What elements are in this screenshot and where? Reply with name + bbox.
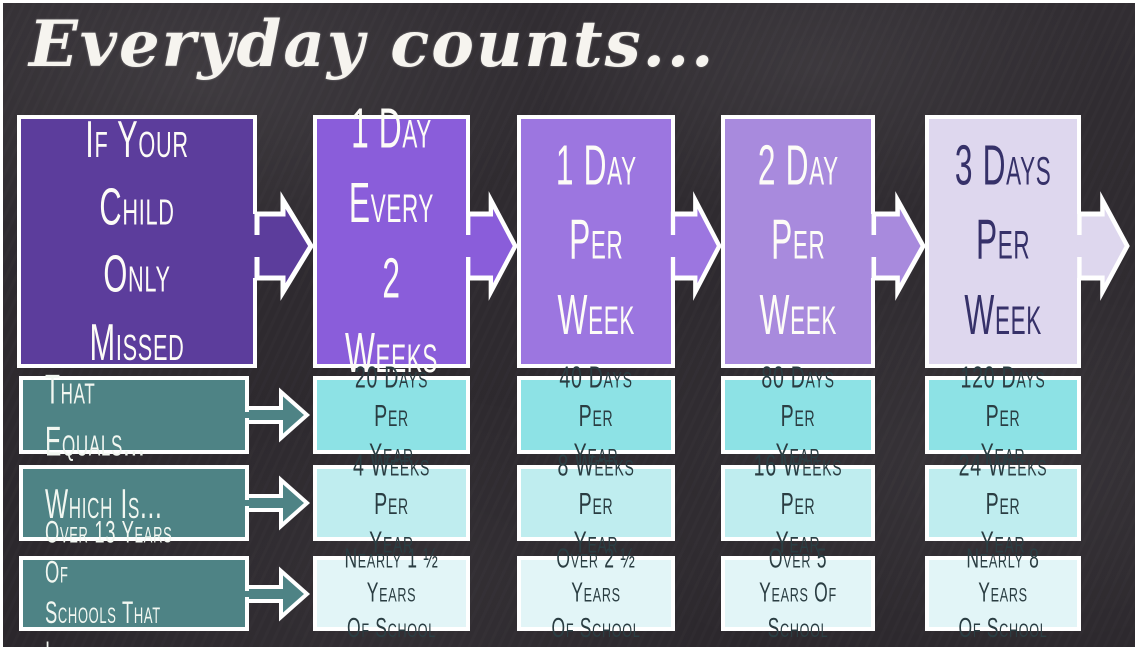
scenario-box-2-label: 1 Day Per Week [555,135,637,348]
years-cell-4-value: Nearly 8 Years Of School [958,543,1048,643]
years-cell-1-value: Nearly 1 ½ Years Of School [344,543,439,643]
days-cell-3-value: 80 Days Per Year [761,359,835,471]
scenario-box-4-label: 3 Days Per Week [954,135,1052,348]
row-header-that-equals-label: That Equals... [45,365,146,465]
scenario-box-2: 1 Day Per Week [517,115,675,368]
weeks-cell-4: 24 Weeks Per Year [925,447,1081,559]
row-header-which-is-label: Which Is... [45,479,163,527]
weeks-cell-1-value: 4 Weeks Per Year [352,447,431,559]
days-cell-2: 40 Days Per Year [517,359,675,471]
days-cell-4: 120 Days Per Year [925,359,1081,471]
scenario-box-1-label: 1 Day Every 2 Weeks [344,97,439,385]
days-cell-2-value: 40 Days Per Year [559,359,633,471]
weeks-cell-3: 16 Weeks Per Year [721,447,875,559]
years-cell-1: Nearly 1 ½ Years Of School [313,543,470,643]
arrow-right-icon [235,387,311,443]
weeks-cell-4-value: 24 Weeks Per Year [958,447,1048,559]
scenario-box-3-label: 2 Day Per Week [757,135,839,348]
years-cell-2-value: Over 2 ½ Years Of School [551,543,641,643]
days-cell-3: 80 Days Per Year [721,359,875,471]
scenario-box-1: 1 Day Every 2 Weeks [313,98,470,385]
weeks-cell-2-value: 8 Weeks Per Year [557,447,635,559]
years-cell-3-value: Over 5 Years Of School [759,543,837,643]
arrow-right-icon [235,566,311,622]
scenario-box-3: 2 Day Per Week [721,115,875,368]
years-cell-3: Over 5 Years Of School [721,543,875,643]
days-cell-4-value: 120 Days Per Year [960,359,1046,471]
intro-box: If Your Child Only Missed [17,111,257,372]
days-cell-1-value: 20 Days Per Year [354,359,429,471]
days-cell-1: 20 Days Per Year [313,359,470,471]
arrow-right-icon [243,191,314,301]
row-header-which-is: Which Is... [19,465,249,541]
scenario-box-4: 3 Days Per Week [925,115,1081,368]
years-cell-2: Over 2 ½ Years Of School [517,543,675,643]
weeks-cell-1: 4 Weeks Per Year [313,447,470,559]
arrow-right-icon [235,475,311,531]
row-header-that-equals: That Equals... [19,366,249,464]
weeks-cell-3-value: 16 Weeks Per Year [753,447,843,559]
row-header-over-13-years-label: Over 13 Years Of Schools That Is... [45,515,173,647]
row-header-over-13-years: Over 13 Years Of Schools That Is... [19,515,249,647]
poster-title: Everyday counts... [29,7,716,82]
arrow-right-icon [456,191,518,301]
intro-box-label: If Your Child Only Missed [85,111,189,372]
years-cell-4: Nearly 8 Years Of School [925,543,1081,643]
arrow-right-icon [861,191,926,301]
weeks-cell-2: 8 Weeks Per Year [517,447,675,559]
arrow-right-icon [661,191,722,301]
arrow-right-icon [1067,191,1130,301]
